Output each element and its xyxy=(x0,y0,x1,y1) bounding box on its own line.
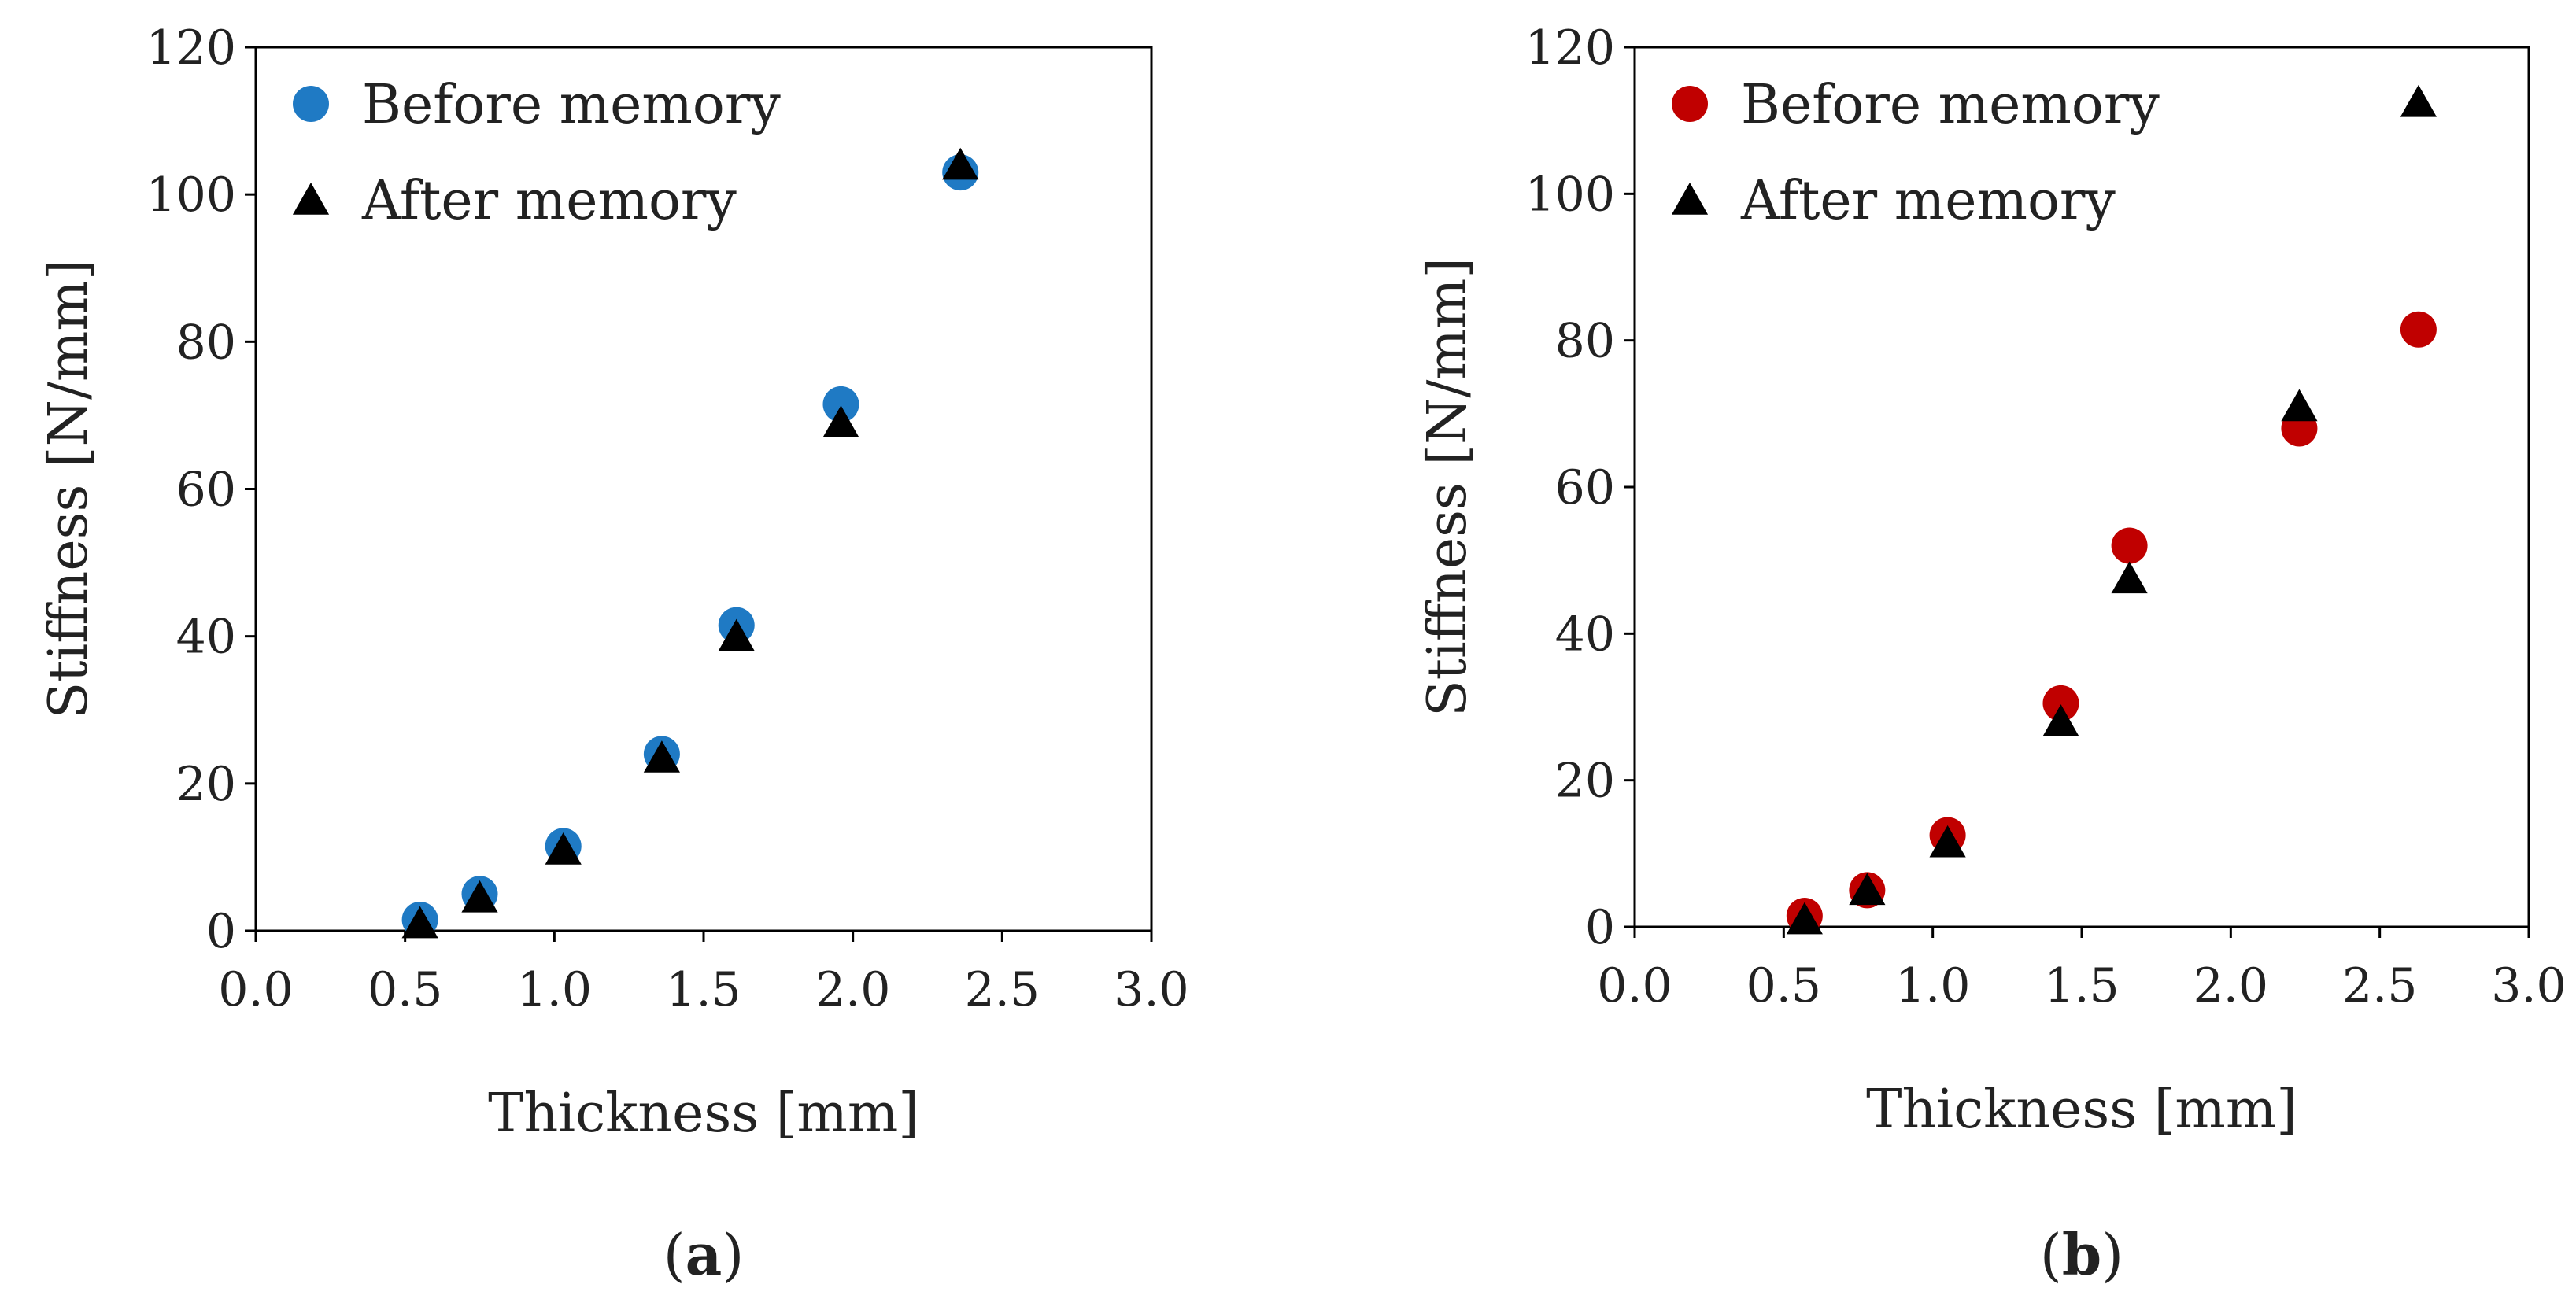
legend-triangle-icon xyxy=(1671,183,1709,215)
after-memory-point xyxy=(1786,902,1823,935)
y-tick-label: 40 xyxy=(1555,607,1615,662)
before-memory-point xyxy=(2400,311,2437,348)
y-tick-label: 100 xyxy=(1525,167,1615,222)
after-memory-point xyxy=(1929,825,1966,858)
x-tick-label: 2.0 xyxy=(815,962,890,1017)
panel-letter: a xyxy=(686,1221,723,1288)
y-tick-label: 120 xyxy=(146,20,236,76)
y-tick-label: 40 xyxy=(176,610,236,665)
x-tick-label: 1.5 xyxy=(2044,958,2119,1013)
legend: Before memory After memory xyxy=(292,74,781,232)
after-memory-point xyxy=(461,880,498,913)
after-memory-point xyxy=(2111,561,2148,594)
chart-panel-a: 0.0 0.5 1.0 1.5 2.0 2.5 3.0 0 20 40 60 80 100 120 Bef… xyxy=(38,20,1189,1288)
after-memory-point xyxy=(1849,873,1886,906)
y-tick-label: 20 xyxy=(176,757,236,812)
data-marks xyxy=(1786,84,2437,935)
y-tick-label: 80 xyxy=(176,315,236,370)
y-tick-label: 60 xyxy=(1555,460,1615,515)
y-tick-label: 0 xyxy=(206,904,236,959)
panel-letter: b xyxy=(2062,1221,2101,1288)
after-memory-point xyxy=(2042,704,2079,736)
legend: Before memory After memory xyxy=(1671,74,2160,232)
before-memory-point xyxy=(2111,527,2148,564)
legend-label: Before memory xyxy=(362,74,781,136)
after-memory-point xyxy=(401,906,438,939)
x-tick-label: 1.0 xyxy=(1895,958,1970,1013)
after-memory-point xyxy=(718,618,755,651)
x-tick-label: 0.0 xyxy=(1597,958,1672,1013)
legend-triangle-icon xyxy=(292,183,330,215)
x-tick-label: 2.5 xyxy=(2342,958,2417,1013)
legend-label: After memory xyxy=(361,170,737,232)
before-memory-point xyxy=(822,386,859,423)
x-tick-label: 2.5 xyxy=(965,962,1040,1017)
x-tick-label: 1.5 xyxy=(666,962,741,1017)
axis-ticks: 0.0 0.5 1.0 1.5 2.0 2.5 3.0 0 20 40 60 80 100 120 xyxy=(146,20,1188,1017)
after-memory-point xyxy=(643,740,680,773)
y-axis-title: Stiffness [N/mm] xyxy=(38,260,100,719)
after-memory-point xyxy=(822,405,859,437)
after-memory-point xyxy=(545,832,582,865)
x-tick-label: 3.0 xyxy=(1114,962,1188,1017)
x-tick-label: 0.5 xyxy=(368,962,442,1017)
axis-ticks: 0.0 0.5 1.0 1.5 2.0 2.5 3.0 0 20 40 60 80 100 120 xyxy=(1525,20,2566,1013)
after-memory-point xyxy=(2281,389,2318,422)
x-axis-title: Thickness [mm] xyxy=(1866,1079,2297,1141)
before-memory-point xyxy=(2042,685,2079,721)
y-axis-title: Stiffness [N/mm] xyxy=(1417,257,1479,717)
y-tick-label: 100 xyxy=(146,168,236,223)
panel-label: (a) xyxy=(663,1221,745,1288)
x-tick-label: 0.0 xyxy=(218,962,293,1017)
x-tick-label: 2.0 xyxy=(2193,958,2268,1013)
panel-label: (b) xyxy=(2040,1221,2124,1288)
y-tick-label: 20 xyxy=(1555,754,1615,809)
y-tick-label: 80 xyxy=(1555,314,1615,369)
y-tick-label: 120 xyxy=(1525,20,1615,76)
after-memory-point xyxy=(2400,84,2437,117)
y-tick-label: 60 xyxy=(176,463,236,518)
x-axis-title: Thickness [mm] xyxy=(488,1083,919,1145)
chart-panel-b: 0.0 0.5 1.0 1.5 2.0 2.5 3.0 0 20 40 60 80 100 120 Bef… xyxy=(1417,20,2567,1288)
legend-label: Before memory xyxy=(1741,74,2160,136)
data-marks xyxy=(401,147,979,939)
legend-circle-icon xyxy=(1672,86,1708,122)
x-tick-label: 3.0 xyxy=(2491,958,2566,1013)
legend-label: After memory xyxy=(1740,170,2116,232)
x-tick-label: 0.5 xyxy=(1746,958,1821,1013)
after-memory-point xyxy=(942,147,979,180)
x-tick-label: 1.0 xyxy=(517,962,592,1017)
y-tick-label: 0 xyxy=(1585,900,1615,955)
legend-circle-icon xyxy=(293,86,329,122)
